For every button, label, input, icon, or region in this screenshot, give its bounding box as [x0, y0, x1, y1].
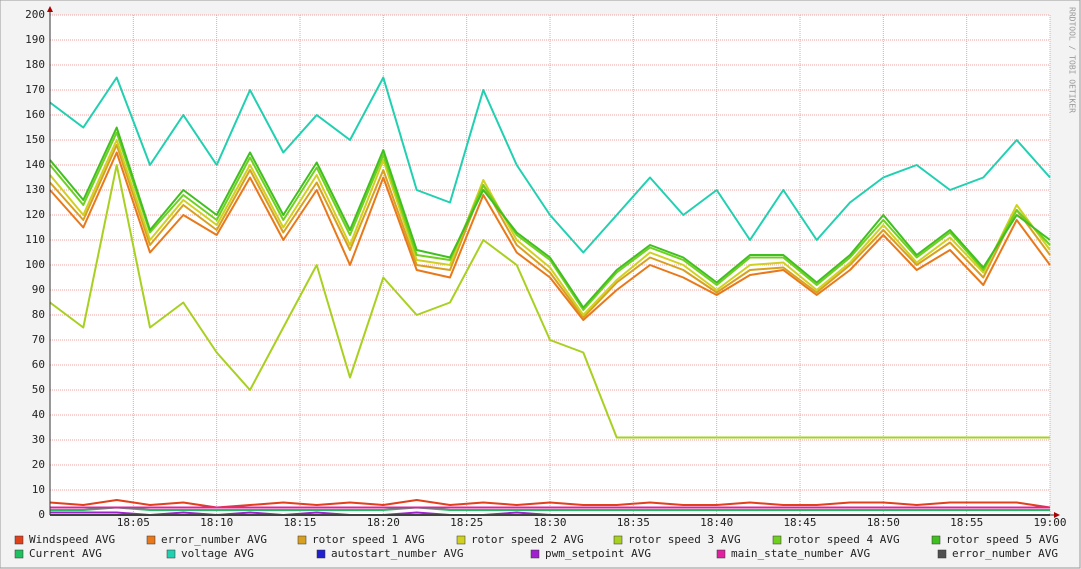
y-tick-label: 80: [32, 308, 45, 321]
y-tick-label: 190: [25, 33, 45, 46]
legend-label: Current AVG: [29, 547, 102, 560]
legend-swatch: [166, 549, 176, 559]
x-arrow: [1054, 512, 1060, 518]
series-line: [49, 151, 1051, 321]
y-tick-label: 180: [25, 58, 45, 71]
y-tick-label: 140: [25, 158, 45, 171]
series-line: [49, 164, 1050, 439]
legend-swatch: [316, 549, 326, 559]
legend-label: rotor speed 3 AVG: [628, 533, 741, 546]
x-tick-label: 18:25: [450, 516, 483, 529]
x-tick-label: 19:00: [1033, 516, 1066, 529]
legend-label: Windspeed AVG: [29, 533, 115, 546]
grid: [50, 14, 1051, 516]
series-line: [49, 76, 1051, 254]
legend-label: rotor speed 4 AVG: [787, 533, 900, 546]
x-tick-label: 18:30: [533, 516, 566, 529]
y-arrow: [47, 6, 53, 12]
y-tick-label: 170: [25, 83, 45, 96]
y-tick-label: 30: [32, 433, 45, 446]
y-tick-label: 110: [25, 233, 45, 246]
y-tick-label: 20: [32, 458, 45, 471]
legend-swatch: [14, 535, 24, 545]
series-line: [49, 131, 1051, 311]
x-tick-label: 18:35: [617, 516, 650, 529]
legend-label: voltage AVG: [181, 547, 254, 560]
y-tick-label: 100: [25, 258, 45, 271]
y-tick-label: 0: [38, 508, 45, 521]
x-tick-label: 18:10: [200, 516, 233, 529]
x-tick-label: 18:50: [867, 516, 900, 529]
legend-label: rotor speed 5 AVG: [946, 533, 1059, 546]
y-tick-label: 60: [32, 358, 45, 371]
legend-label: main_state_number AVG: [731, 547, 870, 560]
legend-swatch: [456, 535, 466, 545]
y-tick-label: 200: [25, 8, 45, 21]
y-tick-label: 40: [32, 408, 45, 421]
x-tick-label: 18:40: [700, 516, 733, 529]
x-tick-label: 18:05: [117, 516, 150, 529]
y-tick-label: 150: [25, 133, 45, 146]
y-tick-label: 130: [25, 183, 45, 196]
x-tick-label: 18:55: [950, 516, 983, 529]
legend-swatch: [146, 535, 156, 545]
y-tick-label: 120: [25, 208, 45, 221]
y-tick-label: 160: [25, 108, 45, 121]
watermark: RRDTOOL / TOBI OETIKER: [1068, 7, 1077, 113]
y-tick-label: 90: [32, 283, 45, 296]
y-tick-label: 70: [32, 333, 45, 346]
legend-label: rotor speed 2 AVG: [471, 533, 584, 546]
legend-swatch: [937, 549, 947, 559]
y-tick-label: 50: [32, 383, 45, 396]
x-tick-label: 18:45: [783, 516, 816, 529]
legend: Windspeed AVG error_number AVG rotor speed…: [14, 533, 1059, 560]
x-tick-label: 18:15: [283, 516, 316, 529]
legend-label: pwm_setpoint AVG: [545, 547, 651, 560]
legend-swatch: [14, 549, 24, 559]
series-line: [49, 126, 1051, 309]
y-tick-label: 10: [32, 483, 45, 496]
series-line: [49, 144, 1051, 319]
x-tick-label: 18:20: [367, 516, 400, 529]
legend-swatch: [931, 535, 941, 545]
legend-label: autostart_number AVG: [331, 547, 463, 560]
series-line: [50, 506, 1050, 511]
series-line: [49, 139, 1051, 316]
legend-label: rotor speed 1 AVG: [312, 533, 425, 546]
legend-label: error_number AVG: [161, 533, 267, 546]
legend-swatch: [716, 549, 726, 559]
legend-label: error_number AVG: [952, 547, 1058, 560]
legend-swatch: [613, 535, 623, 545]
legend-swatch: [530, 549, 540, 559]
legend-swatch: [297, 535, 307, 545]
legend-swatch: [772, 535, 782, 545]
